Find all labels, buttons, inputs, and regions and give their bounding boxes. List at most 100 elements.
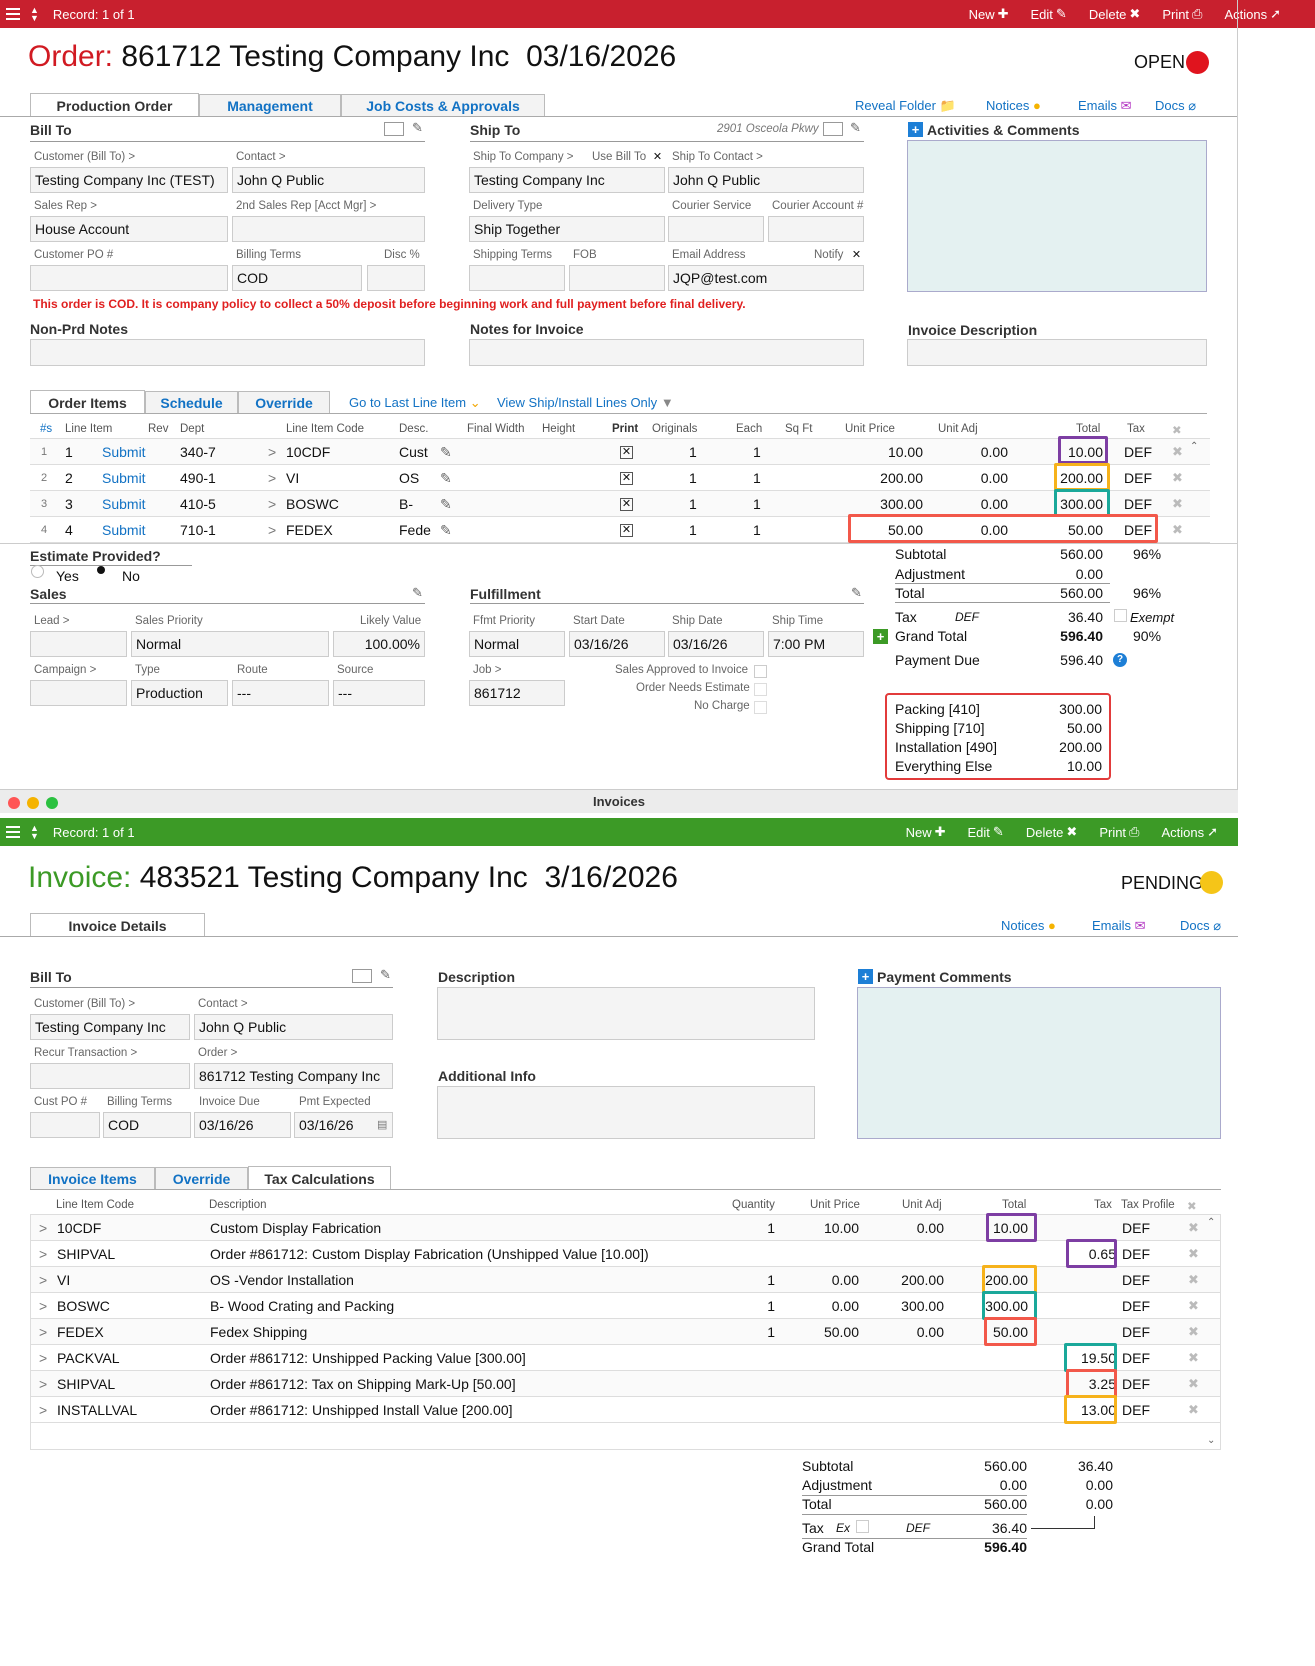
pin-icon[interactable]: ✎ bbox=[440, 522, 452, 538]
route-field[interactable]: --- bbox=[232, 680, 329, 706]
fulfillment-pin-icon[interactable]: ✎ bbox=[851, 585, 862, 600]
contact-field[interactable]: John Q Public bbox=[232, 167, 425, 193]
campaign-field[interactable] bbox=[30, 680, 127, 706]
actions-button[interactable]: Actions ➚ bbox=[1161, 824, 1218, 840]
tab-management[interactable]: Management bbox=[199, 94, 341, 117]
close-window-button[interactable] bbox=[8, 797, 20, 809]
sales-pin-icon[interactable]: ✎ bbox=[412, 585, 423, 600]
no-radio[interactable] bbox=[97, 566, 105, 574]
delete-row-icon[interactable]: ✖ bbox=[1188, 1376, 1199, 1391]
inv-docs-link[interactable]: Docs ⌀ bbox=[1180, 918, 1222, 933]
inv-contact-field[interactable]: John Q Public bbox=[194, 1014, 393, 1040]
tab-tax-calculations[interactable]: Tax Calculations bbox=[248, 1166, 391, 1190]
ship-date-field[interactable]: 03/16/26 bbox=[668, 631, 764, 657]
emails-link[interactable]: Emails ✉ bbox=[1078, 98, 1132, 113]
cust-po-field[interactable] bbox=[30, 1112, 100, 1138]
rev-link[interactable]: Submit bbox=[102, 496, 146, 512]
rev-link[interactable]: Submit bbox=[102, 470, 146, 486]
billing-terms-field[interactable]: COD bbox=[232, 265, 362, 291]
use-bill-to-checkbox[interactable]: ✕ bbox=[652, 151, 663, 163]
exempt-checkbox[interactable] bbox=[1114, 609, 1127, 622]
expand-icon[interactable]: > bbox=[39, 1350, 48, 1366]
courier-account-field[interactable] bbox=[768, 216, 864, 242]
tab-order-items[interactable]: Order Items bbox=[30, 390, 145, 414]
inv-pin-icon[interactable]: ✎ bbox=[380, 967, 391, 982]
add-activity-icon[interactable]: + bbox=[908, 122, 923, 137]
job-label[interactable]: Job > bbox=[473, 664, 502, 676]
expand-icon[interactable]: > bbox=[39, 1376, 48, 1392]
delete-row-icon[interactable]: ✖ bbox=[1188, 1220, 1199, 1235]
non-prd-notes-field[interactable] bbox=[30, 339, 425, 366]
po-field[interactable] bbox=[30, 265, 228, 291]
print-checkbox[interactable]: ✕ bbox=[620, 446, 633, 459]
inv-emails-link[interactable]: Emails ✉ bbox=[1092, 918, 1146, 933]
table-row[interactable]: > SHIPVAL Order #861712: Tax on Shipping… bbox=[31, 1371, 1220, 1397]
inv-terms-field[interactable]: COD bbox=[103, 1112, 191, 1138]
add-payment-icon[interactable]: + bbox=[873, 629, 888, 644]
activities-box[interactable] bbox=[907, 140, 1207, 292]
inv-card-icon[interactable] bbox=[352, 969, 372, 983]
table-row[interactable]: 4 4 Submit 710-1 > FEDEX Fede ✎ 1 1 50.0… bbox=[30, 517, 1210, 543]
notify-checkbox[interactable]: ✕ bbox=[851, 249, 862, 261]
contact-label[interactable]: Contact > bbox=[236, 151, 286, 163]
table-row[interactable]: > SHIPVAL Order #861712: Custom Display … bbox=[31, 1241, 1220, 1267]
zoom-window-button[interactable] bbox=[46, 797, 58, 809]
record-nav-icon[interactable]: ▲ ▼ bbox=[30, 5, 39, 23]
pin-icon[interactable]: ✎ bbox=[412, 120, 423, 135]
ship-contact-label[interactable]: Ship To Contact > bbox=[672, 151, 763, 163]
ship-company-label[interactable]: Ship To Company > bbox=[473, 151, 574, 163]
view-ship-lines-link[interactable]: View Ship/Install Lines Only ▼ bbox=[497, 395, 674, 410]
expand-icon[interactable]: > bbox=[39, 1324, 48, 1340]
chevron-right-icon[interactable]: > bbox=[268, 496, 277, 512]
delete-row-icon[interactable]: ✖ bbox=[1188, 1246, 1199, 1261]
pin-icon[interactable]: ✎ bbox=[440, 470, 452, 486]
additional-info-field[interactable] bbox=[437, 1086, 815, 1139]
rev-link[interactable]: Submit bbox=[102, 522, 146, 538]
table-row[interactable]: > FEDEX Fedex Shipping 1 50.00 0.00 50.0… bbox=[31, 1319, 1220, 1345]
yes-radio[interactable] bbox=[31, 565, 44, 578]
record-nav-icon[interactable]: ▲ ▼ bbox=[30, 823, 39, 841]
inv-customer-field[interactable]: Testing Company Inc bbox=[30, 1014, 190, 1040]
rev-link[interactable]: Submit bbox=[102, 444, 146, 460]
tab-production-order[interactable]: Production Order bbox=[30, 93, 199, 117]
expand-icon[interactable]: > bbox=[39, 1272, 48, 1288]
customer-field[interactable]: Testing Company Inc (TEST) bbox=[30, 167, 228, 193]
delete-row-icon[interactable]: ✖ bbox=[1172, 522, 1183, 537]
source-field[interactable]: --- bbox=[333, 680, 425, 706]
notes-invoice-field[interactable] bbox=[469, 339, 864, 366]
campaign-label[interactable]: Campaign > bbox=[34, 664, 97, 676]
inv-contact-label[interactable]: Contact > bbox=[198, 998, 248, 1010]
delete-row-icon[interactable]: ✖ bbox=[1188, 1350, 1199, 1365]
inv-ex-checkbox[interactable] bbox=[856, 1520, 869, 1533]
reveal-folder-link[interactable]: Reveal Folder 📁 bbox=[855, 98, 956, 113]
table-row[interactable]: 2 2 Submit 490-1 > VI OS ✎ 1 1 200.00 0.… bbox=[30, 465, 1210, 491]
new-button[interactable]: New ✚ bbox=[968, 6, 1009, 22]
delivery-type-field[interactable]: Ship Together bbox=[469, 216, 665, 242]
sales-rep2-field[interactable] bbox=[232, 216, 425, 242]
needs-estimate-checkbox[interactable] bbox=[754, 683, 767, 696]
invoice-due-field[interactable]: 03/16/26 bbox=[194, 1112, 291, 1138]
payment-comments-box[interactable] bbox=[857, 987, 1221, 1139]
ship-card-icon[interactable] bbox=[823, 122, 843, 136]
ship-contact-field[interactable]: John Q Public bbox=[668, 167, 864, 193]
delete-row-icon[interactable]: ✖ bbox=[1172, 470, 1183, 485]
shipping-terms-field[interactable] bbox=[469, 265, 565, 291]
scroll-down-icon[interactable]: ⌄ bbox=[1207, 1435, 1216, 1446]
table-row[interactable]: > BOSWC B- Wood Crating and Packing 1 0.… bbox=[31, 1293, 1220, 1319]
new-button[interactable]: New ✚ bbox=[905, 824, 946, 840]
table-row[interactable]: 1 1 Submit 340-7 > 10CDF Cust ✎ 1 1 10.0… bbox=[30, 439, 1210, 465]
fob-field[interactable] bbox=[569, 265, 665, 291]
pmt-expected-field[interactable]: 03/16/26 bbox=[294, 1112, 393, 1138]
job-field[interactable]: 861712 bbox=[469, 680, 565, 706]
delete-row-icon[interactable]: ✖ bbox=[1172, 496, 1183, 511]
delete-row-icon[interactable]: ✖ bbox=[1188, 1298, 1199, 1313]
print-checkbox[interactable]: ✕ bbox=[620, 472, 633, 485]
expand-icon[interactable]: > bbox=[39, 1298, 48, 1314]
print-checkbox[interactable]: ✕ bbox=[620, 498, 633, 511]
chevron-right-icon[interactable]: > bbox=[268, 522, 277, 538]
pin-icon[interactable]: ✎ bbox=[440, 496, 452, 512]
sales-rep-label[interactable]: Sales Rep > bbox=[34, 200, 97, 212]
inv-order-field[interactable]: 861712 Testing Company Inc bbox=[194, 1063, 393, 1089]
tab-invoice-details[interactable]: Invoice Details bbox=[30, 913, 205, 937]
print-button[interactable]: Print ⎙ bbox=[1162, 6, 1203, 22]
